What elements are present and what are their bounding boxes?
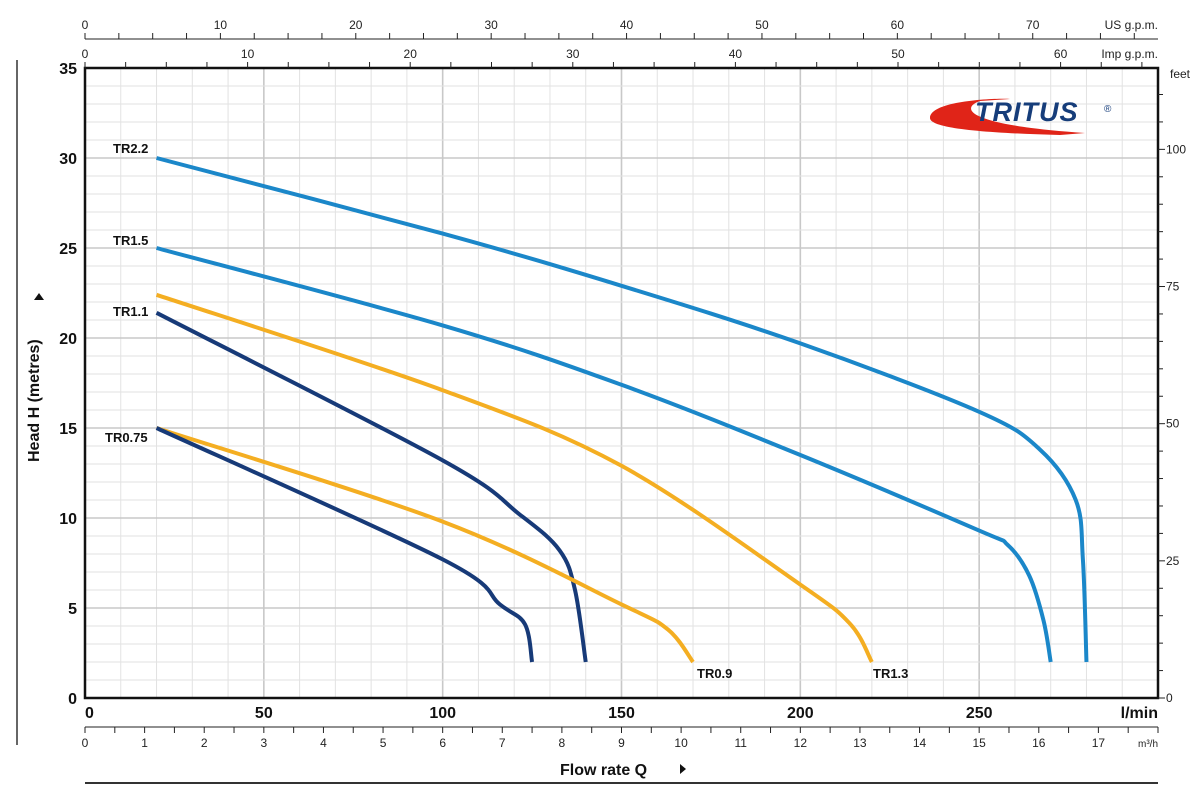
curves: TR2.2 TR1.5 TR1.3 TR1.1 TR0.9 TR0.75 bbox=[105, 141, 1089, 681]
imp-gpm-tick-label: 50 bbox=[891, 47, 905, 61]
imp-gpm-tick-label: 20 bbox=[404, 47, 418, 61]
m3h-tick-label: 4 bbox=[320, 736, 327, 750]
us-gpm-tick-label: 10 bbox=[214, 18, 228, 32]
x-tick-label: 200 bbox=[787, 705, 814, 722]
feet-tick-label: 25 bbox=[1166, 554, 1180, 568]
x-tick-label: 0 bbox=[85, 705, 94, 722]
x-title-arrow-icon bbox=[680, 764, 686, 774]
series-label: TR1.1 bbox=[113, 304, 148, 319]
us-gpm-tick-label: 60 bbox=[891, 18, 905, 32]
m3h-tick-label: 6 bbox=[439, 736, 446, 750]
grid bbox=[85, 68, 1158, 698]
y-title-arrow-icon bbox=[34, 293, 44, 300]
imp-gpm-tick-label: 30 bbox=[566, 47, 580, 61]
series-label: TR1.5 bbox=[113, 233, 148, 248]
feet-tick-label: 0 bbox=[1166, 691, 1173, 705]
curve-tr1-3 bbox=[155, 292, 874, 663]
m3h-tick-label: 9 bbox=[618, 736, 625, 750]
m3h-tick-label: 7 bbox=[499, 736, 506, 750]
curve-tr2-2 bbox=[156, 156, 1089, 663]
y-tick-label: 30 bbox=[59, 151, 77, 168]
m3h-tick-label: 17 bbox=[1092, 736, 1106, 750]
m3h-tick-label: 3 bbox=[260, 736, 267, 750]
y-tick-label: 20 bbox=[59, 331, 77, 348]
m3h-tick-label: 11 bbox=[734, 736, 747, 750]
series-label: TR0.75 bbox=[105, 430, 148, 445]
series-label: TR0.9 bbox=[697, 666, 732, 681]
m3h-tick-label: 12 bbox=[794, 736, 808, 750]
m3h-tick-label: 8 bbox=[559, 736, 566, 750]
m3h-tick-label: 13 bbox=[853, 736, 867, 750]
us-gpm-tick-label: 0 bbox=[82, 18, 89, 32]
x-tick-label: 100 bbox=[429, 705, 456, 722]
curve-tr1-5 bbox=[156, 246, 1053, 663]
x-tick-label: 250 bbox=[966, 705, 993, 722]
m3h-unit-label: m³/h bbox=[1138, 739, 1158, 750]
series-label: TR2.2 bbox=[113, 141, 148, 156]
m3h-tick-label: 5 bbox=[380, 736, 387, 750]
m3h-tick-label: 15 bbox=[972, 736, 986, 750]
m3h-tick-label: 10 bbox=[674, 736, 688, 750]
svg-text:®: ® bbox=[1104, 104, 1112, 115]
y-tick-label: 10 bbox=[59, 511, 77, 528]
m3h-tick-label: 1 bbox=[141, 736, 148, 750]
feet-tick-label: 50 bbox=[1166, 417, 1180, 431]
m3h-tick-label: 14 bbox=[913, 736, 927, 750]
feet-unit-label: feet bbox=[1170, 67, 1191, 81]
us-gpm-tick-label: 50 bbox=[755, 18, 769, 32]
us-gpm-tick-label: 40 bbox=[620, 18, 634, 32]
us-gpm-unit-label: US g.p.m. bbox=[1105, 18, 1158, 32]
plot-frame bbox=[83, 66, 1160, 700]
y-tick-label: 15 bbox=[59, 421, 77, 438]
imp-gpm-tick-label: 10 bbox=[241, 47, 255, 61]
y-tick-label: 0 bbox=[68, 691, 77, 708]
imp-gpm-tick-label: 60 bbox=[1054, 47, 1068, 61]
x-tick-label: 150 bbox=[608, 705, 635, 722]
y-axis-title: Head H (metres) bbox=[26, 339, 43, 462]
series-label: TR1.3 bbox=[873, 666, 908, 681]
x-unit-label: l/min bbox=[1121, 705, 1158, 722]
m3h-tick-label: 16 bbox=[1032, 736, 1046, 750]
x-tick-label: 50 bbox=[255, 705, 273, 722]
imp-gpm-tick-label: 40 bbox=[729, 47, 743, 61]
curve-tr0-9 bbox=[155, 426, 695, 664]
imp-gpm-tick-label: 0 bbox=[82, 47, 89, 61]
y-tick-label: 35 bbox=[59, 61, 77, 78]
curve-tr0-75 bbox=[155, 426, 535, 663]
y-tick-label: 5 bbox=[68, 601, 77, 618]
us-gpm-tick-label: 30 bbox=[484, 18, 498, 32]
x-axis-title: Flow rate Q bbox=[560, 762, 647, 779]
imp-gpm-unit-label: Imp g.p.m. bbox=[1101, 47, 1158, 61]
y-tick-label: 25 bbox=[59, 241, 77, 258]
feet-tick-label: 75 bbox=[1166, 280, 1180, 294]
curve-tr1-1 bbox=[155, 311, 588, 663]
us-gpm-tick-label: 70 bbox=[1026, 18, 1040, 32]
logo-text: TRITUS bbox=[975, 97, 1079, 127]
m3h-tick-label: 2 bbox=[201, 736, 208, 750]
tritus-logo: TRITUS ® bbox=[930, 97, 1112, 135]
m3h-tick-label: 0 bbox=[82, 736, 89, 750]
feet-tick-label: 100 bbox=[1166, 142, 1186, 156]
us-gpm-tick-label: 20 bbox=[349, 18, 363, 32]
